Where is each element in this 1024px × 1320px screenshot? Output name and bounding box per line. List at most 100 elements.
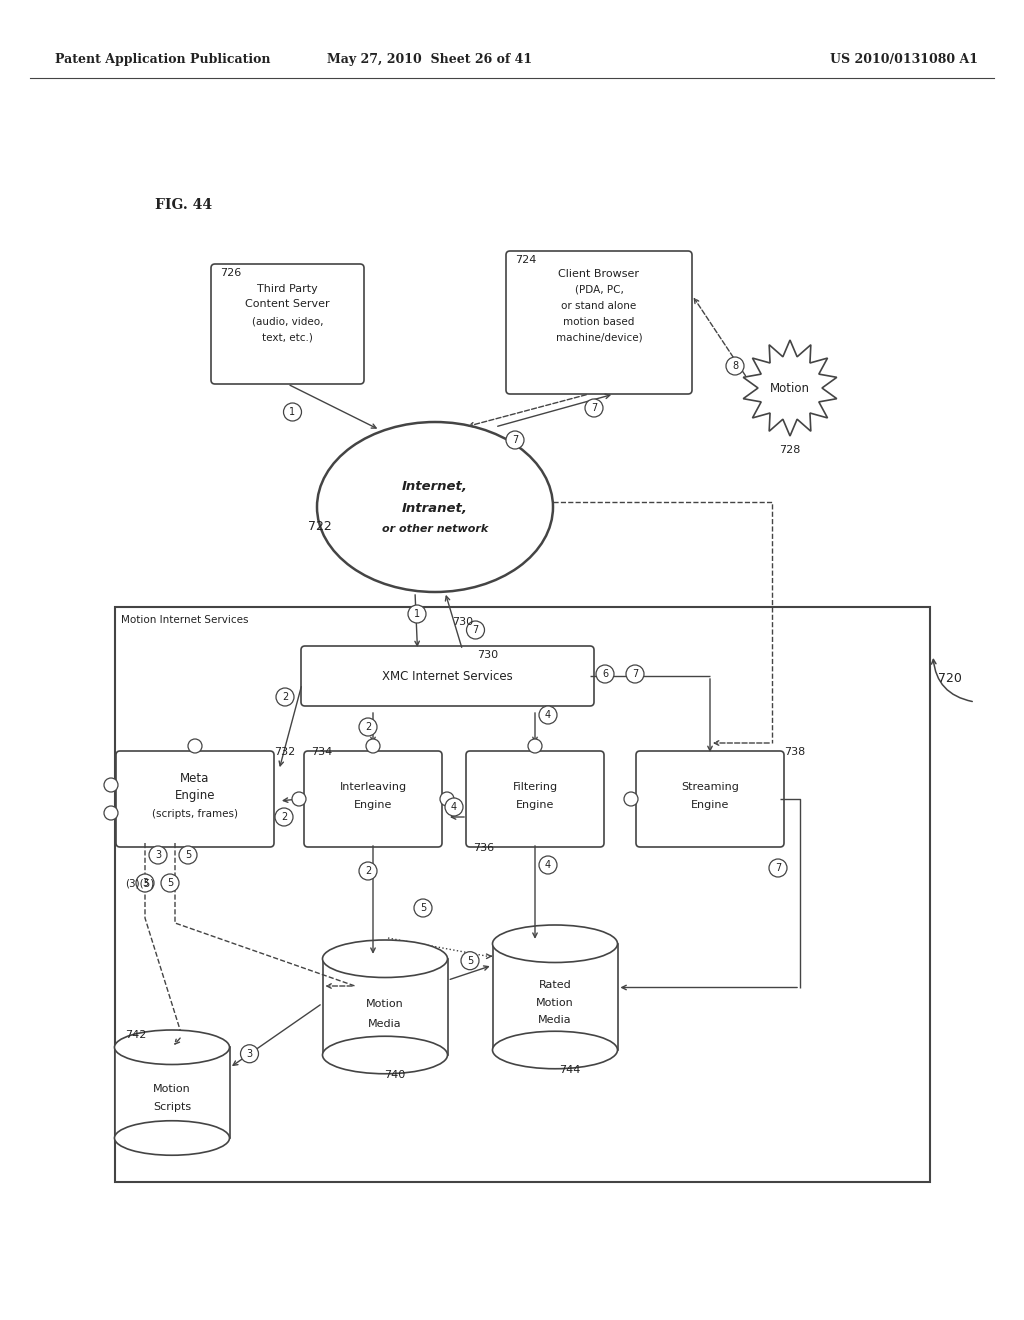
Circle shape <box>292 792 306 807</box>
Text: 7: 7 <box>472 624 478 635</box>
Text: FIG. 44: FIG. 44 <box>155 198 212 213</box>
Ellipse shape <box>493 1031 617 1069</box>
Text: 2: 2 <box>282 692 288 702</box>
Text: 5: 5 <box>420 903 426 913</box>
Text: (3)(5): (3)(5) <box>125 878 155 888</box>
Text: text, etc.): text, etc.) <box>262 333 313 343</box>
Polygon shape <box>743 341 837 436</box>
Text: Motion: Motion <box>154 1085 190 1094</box>
Bar <box>493 944 617 1049</box>
Text: (scripts, frames): (scripts, frames) <box>152 809 238 818</box>
Text: Content Server: Content Server <box>245 300 330 309</box>
Ellipse shape <box>323 1036 447 1073</box>
Text: Engine: Engine <box>516 800 554 810</box>
Text: motion based: motion based <box>563 317 635 327</box>
Circle shape <box>161 874 179 892</box>
Ellipse shape <box>323 940 447 978</box>
Text: 728: 728 <box>779 445 801 455</box>
Text: 7: 7 <box>512 436 518 445</box>
Circle shape <box>104 807 118 820</box>
Text: Rated: Rated <box>539 979 571 990</box>
FancyBboxPatch shape <box>211 264 364 384</box>
Text: 4: 4 <box>545 861 551 870</box>
Text: 2: 2 <box>281 812 287 822</box>
Text: 7: 7 <box>632 669 638 678</box>
Text: 3: 3 <box>142 878 148 888</box>
Circle shape <box>408 605 426 623</box>
Circle shape <box>624 792 638 807</box>
Bar <box>115 607 930 1181</box>
Ellipse shape <box>115 1030 229 1064</box>
Text: XMC Internet Services: XMC Internet Services <box>382 669 513 682</box>
Circle shape <box>188 739 202 752</box>
Text: or stand alone: or stand alone <box>561 301 637 312</box>
Text: Media: Media <box>369 1019 401 1030</box>
Text: 2: 2 <box>365 722 371 733</box>
Circle shape <box>136 874 154 892</box>
Text: 726: 726 <box>220 268 242 279</box>
Circle shape <box>539 855 557 874</box>
Circle shape <box>445 799 463 816</box>
Text: 7: 7 <box>591 403 597 413</box>
Text: 722: 722 <box>308 520 332 533</box>
Text: 4: 4 <box>545 710 551 719</box>
Text: Internet,: Internet, <box>402 480 468 494</box>
Text: 742: 742 <box>125 1030 146 1040</box>
Circle shape <box>150 846 167 865</box>
FancyBboxPatch shape <box>466 751 604 847</box>
Text: 724: 724 <box>515 255 537 265</box>
Bar <box>323 958 447 1055</box>
Circle shape <box>366 739 380 752</box>
Text: or other network: or other network <box>382 524 488 535</box>
Text: 740: 740 <box>384 1071 406 1080</box>
Text: Client Browser: Client Browser <box>558 269 640 279</box>
Text: May 27, 2010  Sheet 26 of 41: May 27, 2010 Sheet 26 of 41 <box>328 54 532 66</box>
Ellipse shape <box>493 925 617 962</box>
Circle shape <box>626 665 644 682</box>
Text: Patent Application Publication: Patent Application Publication <box>55 54 270 66</box>
Text: Third Party: Third Party <box>257 284 317 294</box>
Text: Filtering: Filtering <box>512 781 557 792</box>
Circle shape <box>467 620 484 639</box>
Circle shape <box>104 777 118 792</box>
Text: Media: Media <box>539 1015 571 1026</box>
Text: Meta: Meta <box>180 772 210 785</box>
FancyBboxPatch shape <box>636 751 784 847</box>
Circle shape <box>596 665 614 682</box>
Text: 4: 4 <box>451 803 457 812</box>
Text: 730: 730 <box>477 649 498 660</box>
Text: 744: 744 <box>559 1065 581 1074</box>
Circle shape <box>414 899 432 917</box>
Text: 1: 1 <box>414 609 420 619</box>
Text: machine/device): machine/device) <box>556 333 642 343</box>
Circle shape <box>275 808 293 826</box>
Text: Motion: Motion <box>770 381 810 395</box>
Circle shape <box>769 859 787 876</box>
Bar <box>115 1047 229 1138</box>
Ellipse shape <box>115 1121 229 1155</box>
Text: 5: 5 <box>185 850 191 861</box>
Circle shape <box>284 403 301 421</box>
FancyBboxPatch shape <box>506 251 692 393</box>
Circle shape <box>359 862 377 880</box>
FancyBboxPatch shape <box>116 751 274 847</box>
Text: 730: 730 <box>453 616 474 627</box>
Text: 736: 736 <box>473 843 495 853</box>
Text: Motion Internet Services: Motion Internet Services <box>121 615 249 624</box>
Text: 8: 8 <box>732 360 738 371</box>
Text: 3: 3 <box>247 1049 253 1059</box>
Text: Interleaving: Interleaving <box>339 781 407 792</box>
Text: Motion: Motion <box>367 999 403 1010</box>
Circle shape <box>506 432 524 449</box>
Circle shape <box>276 688 294 706</box>
Ellipse shape <box>317 422 553 591</box>
FancyBboxPatch shape <box>304 751 442 847</box>
Text: 734: 734 <box>311 747 332 756</box>
Text: Scripts: Scripts <box>153 1102 191 1111</box>
Text: 732: 732 <box>274 747 295 756</box>
Text: Intranet,: Intranet, <box>402 502 468 515</box>
Text: Engine: Engine <box>691 800 729 810</box>
Text: 6: 6 <box>602 669 608 678</box>
Circle shape <box>585 399 603 417</box>
Text: 1: 1 <box>290 407 296 417</box>
